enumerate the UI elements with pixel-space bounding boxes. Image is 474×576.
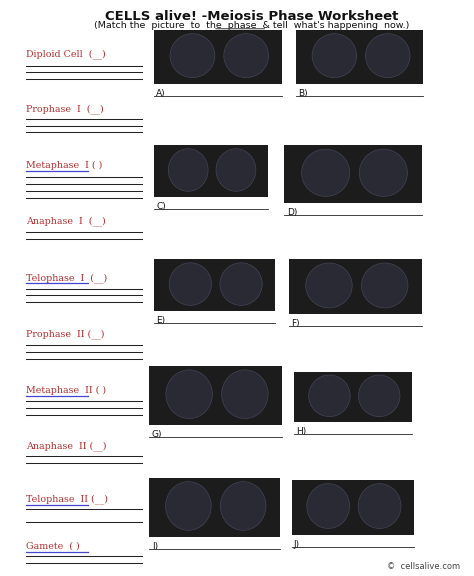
Ellipse shape bbox=[222, 370, 268, 419]
Ellipse shape bbox=[301, 149, 350, 196]
Bar bbox=[154, 145, 268, 197]
Ellipse shape bbox=[216, 149, 256, 191]
Text: H): H) bbox=[296, 427, 307, 437]
Ellipse shape bbox=[359, 149, 408, 196]
Bar bbox=[294, 372, 412, 422]
Ellipse shape bbox=[224, 34, 269, 78]
Text: Anaphase  I  (__): Anaphase I (__) bbox=[26, 216, 106, 226]
Ellipse shape bbox=[165, 482, 211, 530]
Bar bbox=[284, 145, 422, 203]
Ellipse shape bbox=[312, 34, 356, 78]
Text: G): G) bbox=[152, 430, 162, 439]
Text: B): B) bbox=[299, 89, 308, 98]
Text: Telophase  II (__): Telophase II (__) bbox=[26, 494, 108, 504]
Text: A): A) bbox=[156, 89, 166, 98]
Ellipse shape bbox=[358, 484, 401, 529]
Text: (Match the  picture  to  the  phase  & tell  what's happening  now.): (Match the picture to the phase & tell w… bbox=[93, 21, 409, 30]
Text: J): J) bbox=[294, 540, 300, 549]
Text: CELLS alive! -Meiosis Phase Worksheet: CELLS alive! -Meiosis Phase Worksheet bbox=[105, 10, 398, 22]
Ellipse shape bbox=[365, 34, 410, 78]
Text: Gamete  ( ): Gamete ( ) bbox=[26, 541, 80, 551]
Ellipse shape bbox=[168, 149, 208, 191]
Ellipse shape bbox=[362, 263, 408, 308]
Text: E): E) bbox=[156, 316, 165, 325]
Bar bbox=[292, 480, 414, 535]
Bar bbox=[154, 259, 275, 311]
Text: F): F) bbox=[292, 319, 300, 328]
Text: Prophase  I  (__): Prophase I (__) bbox=[26, 104, 104, 115]
Bar bbox=[289, 259, 422, 314]
Ellipse shape bbox=[220, 482, 266, 530]
Text: ©  cellsalive.com: © cellsalive.com bbox=[387, 562, 460, 571]
Ellipse shape bbox=[307, 484, 350, 529]
Text: Metaphase  II ( ): Metaphase II ( ) bbox=[26, 385, 106, 395]
Bar bbox=[154, 30, 282, 84]
Ellipse shape bbox=[170, 34, 215, 78]
Ellipse shape bbox=[169, 263, 211, 305]
Text: I): I) bbox=[152, 542, 158, 551]
Ellipse shape bbox=[166, 370, 212, 419]
Text: Diploid Cell  (__): Diploid Cell (__) bbox=[26, 49, 106, 59]
Bar bbox=[296, 30, 423, 84]
Text: Telophase  I  (__): Telophase I (__) bbox=[26, 272, 107, 283]
Text: Metaphase  I ( ): Metaphase I ( ) bbox=[26, 161, 102, 170]
Bar bbox=[149, 366, 282, 425]
Text: C): C) bbox=[156, 202, 166, 211]
Text: Prophase  II (__): Prophase II (__) bbox=[26, 329, 105, 339]
Text: Anaphase  II (__): Anaphase II (__) bbox=[26, 441, 107, 452]
Ellipse shape bbox=[306, 263, 352, 308]
Ellipse shape bbox=[358, 375, 400, 416]
Text: D): D) bbox=[287, 208, 297, 217]
Bar bbox=[149, 478, 280, 537]
Ellipse shape bbox=[220, 263, 262, 305]
Ellipse shape bbox=[309, 375, 350, 416]
